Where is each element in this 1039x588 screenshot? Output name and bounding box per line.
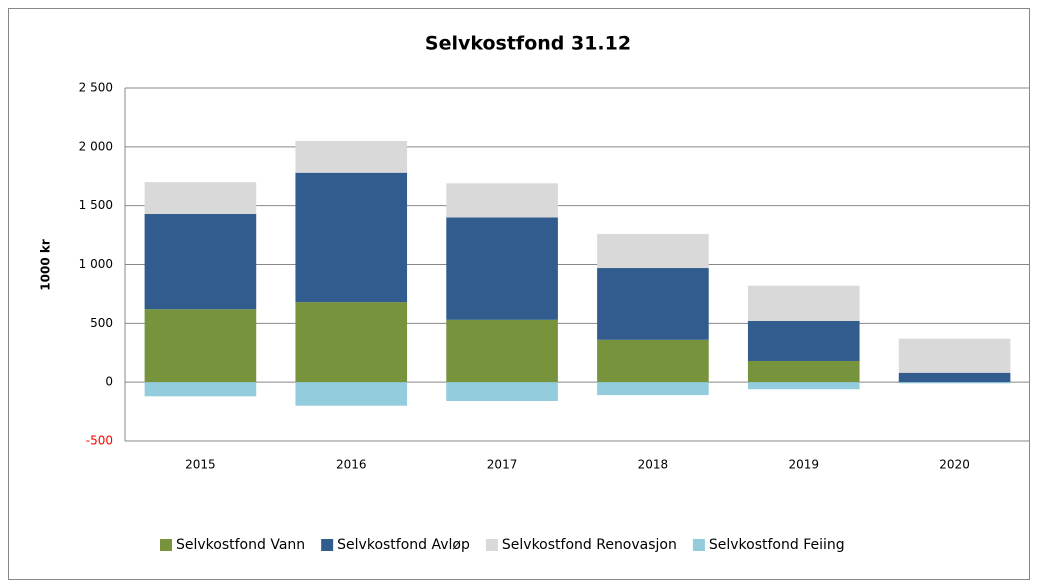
x-tick-label: 2017 xyxy=(487,458,518,472)
x-tick-label: 2016 xyxy=(336,458,367,472)
legend-label: Selvkostfond Renovasjon xyxy=(502,537,677,553)
x-tick-label: 2015 xyxy=(185,458,216,472)
chart-title: Selvkostfond 31.12 xyxy=(425,33,631,55)
y-tick-label: 500 xyxy=(90,316,113,330)
x-tick-label: 2018 xyxy=(638,458,669,472)
bar-segment xyxy=(898,372,1011,383)
bar-segment xyxy=(597,339,709,383)
bar-segment xyxy=(446,382,558,401)
legend-label: Selvkostfond Avløp xyxy=(337,537,470,553)
x-tick-label: 2020 xyxy=(939,458,970,472)
legend-label: Selvkostfond Vann xyxy=(176,537,305,553)
bar-segment xyxy=(446,319,558,383)
bar-segment xyxy=(898,382,1011,384)
y-tick-label: -500 xyxy=(86,434,113,448)
bar-segment xyxy=(597,268,709,340)
bar-segment xyxy=(597,382,709,396)
bar-segment xyxy=(898,338,1011,373)
bar-segment xyxy=(295,172,408,303)
bar-segment xyxy=(144,309,257,383)
bar-segment xyxy=(295,140,408,173)
bar-segment xyxy=(446,217,558,320)
legend-swatch xyxy=(485,539,498,551)
y-tick-label: 1 000 xyxy=(79,257,113,271)
bar-segment xyxy=(144,182,257,214)
bar-segment xyxy=(747,285,860,321)
y-tick-label: 2 500 xyxy=(79,81,113,95)
bar-segment xyxy=(446,183,558,218)
y-tick-label: 1 500 xyxy=(79,198,113,212)
bar-segment xyxy=(747,382,860,390)
y-tick-label: 0 xyxy=(105,375,113,389)
y-axis-label: 1000 kr xyxy=(39,239,53,291)
bar-segment xyxy=(597,233,709,269)
bar-segment xyxy=(144,382,257,397)
x-tick-label: 2019 xyxy=(788,458,819,472)
y-tick-label: 2 000 xyxy=(79,139,113,153)
legend-swatch xyxy=(160,539,172,551)
legend-swatch xyxy=(692,539,705,551)
legend-swatch xyxy=(321,539,334,551)
bar-segment xyxy=(144,213,257,310)
legend-label: Selvkostfond Feiing xyxy=(709,537,845,553)
bar-segment xyxy=(747,360,860,383)
bar-segment xyxy=(295,302,408,383)
bar-segment xyxy=(295,382,408,406)
bar-segment xyxy=(747,320,860,361)
